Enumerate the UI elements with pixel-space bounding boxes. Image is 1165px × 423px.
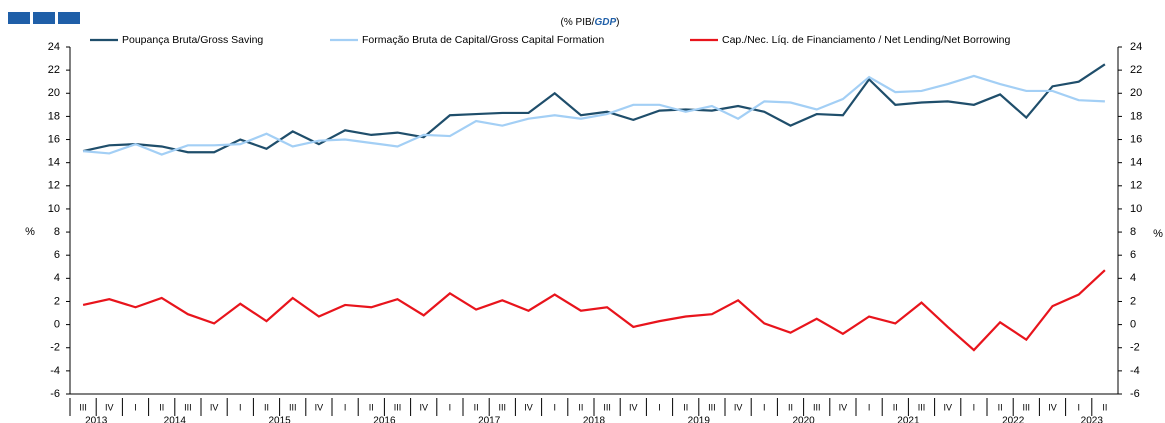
- y-tick-label: 22: [48, 64, 60, 76]
- y-tick-label: 20: [48, 87, 60, 99]
- y-tick-label: -4: [50, 365, 60, 377]
- y-tick-label: 14: [48, 157, 60, 169]
- x-tick-label: III: [813, 402, 821, 412]
- series-line: [82, 269, 1106, 352]
- logo-block: [58, 12, 80, 24]
- y2-tick-label: 2: [1130, 295, 1136, 307]
- x-tick-label: II: [1102, 402, 1107, 412]
- year-label: 2021: [897, 416, 920, 423]
- x-tick-label: I: [449, 402, 452, 412]
- legend-label: Formação Bruta de Capital/Gross Capital …: [362, 34, 604, 46]
- x-tick-label: IV: [524, 402, 533, 412]
- logo-block: [8, 12, 30, 24]
- subtitle-part: ): [616, 17, 619, 28]
- x-tick-label: I: [763, 402, 766, 412]
- x-tick-label: I: [658, 402, 661, 412]
- x-tick-label: IV: [629, 402, 638, 412]
- x-tick-label: III: [184, 402, 192, 412]
- x-tick-label: II: [474, 402, 479, 412]
- x-tick-label: IV: [419, 402, 428, 412]
- x-tick-label: II: [369, 402, 374, 412]
- year-label: 2013: [85, 416, 108, 423]
- y2-tick-label: 12: [1130, 180, 1142, 192]
- year-label: 2015: [268, 416, 291, 423]
- y2-tick-label: 14: [1130, 157, 1142, 169]
- x-tick-label: II: [683, 402, 688, 412]
- x-tick-label: III: [708, 402, 716, 412]
- x-tick-label: I: [868, 402, 871, 412]
- series-line: [82, 63, 1106, 154]
- x-tick-label: IV: [315, 402, 324, 412]
- y-tick-label: 0: [54, 319, 60, 331]
- x-tick-label: II: [998, 402, 1003, 412]
- y2-tick-label: 18: [1130, 110, 1142, 122]
- x-tick-label: I: [553, 402, 556, 412]
- year-label: 2017: [478, 416, 501, 423]
- y2-tick-label: 0: [1130, 319, 1136, 331]
- x-tick-label: III: [289, 402, 297, 412]
- year-label: 2016: [373, 416, 396, 423]
- x-tick-label: III: [1023, 402, 1031, 412]
- x-tick-label: II: [159, 402, 164, 412]
- y-tick-label: 6: [54, 249, 60, 261]
- x-tick-label: I: [973, 402, 976, 412]
- year-label: 2018: [583, 416, 606, 423]
- y-tick-label: 4: [54, 272, 60, 284]
- y2-tick-label: 16: [1130, 133, 1142, 145]
- x-tick-label: II: [788, 402, 793, 412]
- y-tick-label: 10: [48, 203, 60, 215]
- y-tick-label: -2: [50, 342, 60, 354]
- year-label: 2022: [1002, 416, 1025, 423]
- y-tick-label: 8: [54, 226, 60, 238]
- y-tick-label: -6: [50, 388, 60, 400]
- x-tick-label: IV: [1048, 402, 1057, 412]
- x-tick-label: II: [264, 402, 269, 412]
- y2-tick-label: 22: [1130, 64, 1142, 76]
- year-label: 2020: [792, 416, 815, 423]
- y2-tick-label: -2: [1130, 342, 1140, 354]
- x-tick-label: III: [394, 402, 402, 412]
- chart-subtitle: (% PIB/GDP): [561, 17, 620, 28]
- x-tick-label: II: [578, 402, 583, 412]
- x-tick-label: I: [134, 402, 137, 412]
- x-tick-label: IV: [105, 402, 114, 412]
- series-line: [83, 74, 1105, 156]
- x-tick-label: IV: [210, 402, 219, 412]
- year-label: 2014: [164, 416, 187, 423]
- y-axis-label: %: [25, 226, 35, 238]
- x-tick-label: III: [918, 402, 926, 412]
- y-tick-label: 2: [54, 295, 60, 307]
- x-tick-label: II: [893, 402, 898, 412]
- x-tick-label: I: [1077, 402, 1080, 412]
- y2-tick-label: 24: [1130, 41, 1142, 53]
- y2-tick-label: 4: [1130, 272, 1136, 284]
- logo-block: [33, 12, 55, 24]
- x-tick-label: III: [603, 402, 611, 412]
- legend-label: Poupança Bruta/Gross Saving: [122, 34, 263, 46]
- subtitle-part: (% PIB/: [561, 17, 595, 28]
- legend-label: Cap./Nec. Líq. de Financiamento / Net Le…: [722, 34, 1010, 46]
- x-tick-label: IV: [943, 402, 952, 412]
- y2-tick-label: -4: [1130, 365, 1140, 377]
- x-tick-label: III: [499, 402, 507, 412]
- y-tick-label: 12: [48, 180, 60, 192]
- y-tick-label: 16: [48, 133, 60, 145]
- y2-tick-label: 20: [1130, 87, 1142, 99]
- y2-axis-label: %: [1153, 228, 1163, 240]
- y2-tick-label: 8: [1130, 226, 1136, 238]
- y2-tick-label: -6: [1130, 388, 1140, 400]
- y2-tick-label: 10: [1130, 203, 1142, 215]
- y-tick-label: 18: [48, 110, 60, 122]
- y2-tick-label: 6: [1130, 249, 1136, 261]
- year-label: 2019: [688, 416, 711, 423]
- year-label: 2023: [1081, 416, 1104, 423]
- x-tick-label: I: [239, 402, 242, 412]
- x-tick-label: IV: [734, 402, 743, 412]
- x-tick-label: I: [344, 402, 347, 412]
- subtitle-part: GDP: [594, 17, 616, 28]
- y-tick-label: 24: [48, 41, 60, 53]
- x-tick-label: IV: [839, 402, 848, 412]
- x-tick-label: III: [79, 402, 87, 412]
